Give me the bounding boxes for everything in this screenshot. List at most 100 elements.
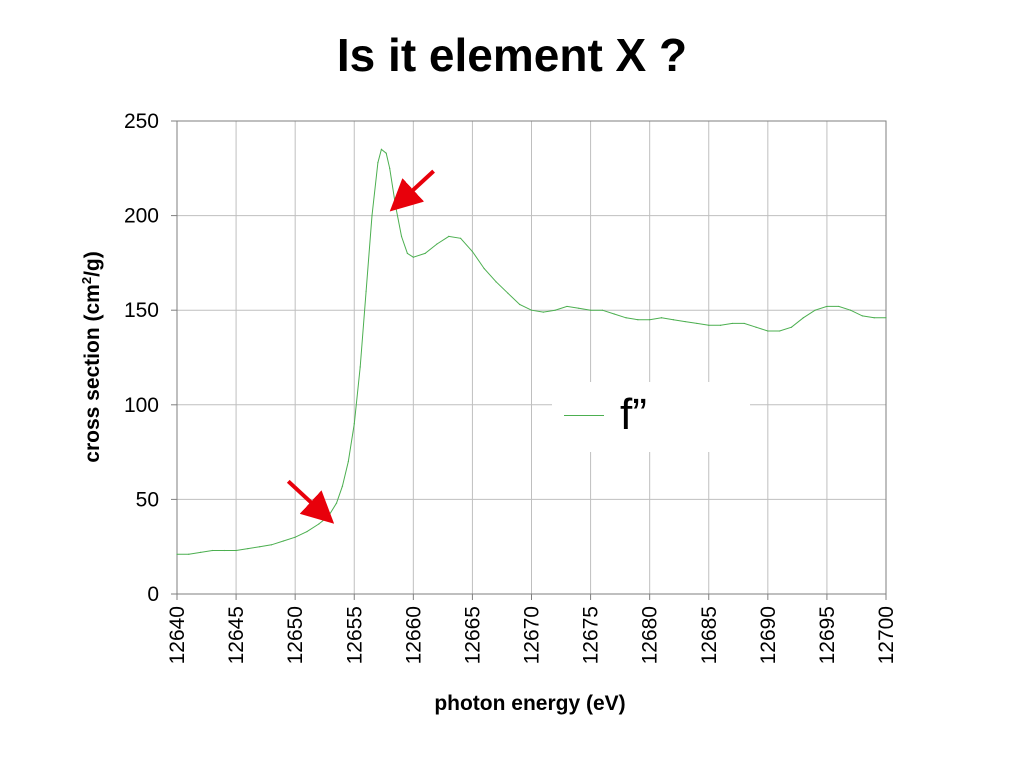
y-axis-label: cross section (cm2/g) [79,251,104,463]
data-point [380,148,383,150]
data-point [318,523,320,525]
data-point [460,237,462,239]
x-tick-label: 12655 [343,606,366,664]
data-point [176,553,178,555]
data-point [406,252,409,255]
data-point [385,152,387,154]
data-point [341,485,344,487]
y-tick-label: 150 [124,299,159,322]
data-point [790,326,793,328]
data-point [849,309,852,311]
x-tick-label: 12700 [875,606,898,664]
data-point [353,423,355,425]
x-axis-label: photon energy (eV) [434,692,626,715]
data-point [625,317,627,319]
x-tick-label: 12650 [284,606,307,664]
data-point [211,549,214,552]
grid [177,121,886,594]
data-point [672,319,674,321]
data-point [448,235,450,238]
data-point [708,324,710,326]
data-point [554,309,556,311]
series-layer [176,148,887,555]
data-point [347,460,349,463]
slide-title: Is it element X ? [336,29,688,81]
y-tick-label: 200 [124,205,159,228]
annotations [286,169,435,524]
data-point [247,547,249,550]
data-point [335,502,338,504]
data-point [660,317,663,319]
data-point [223,549,225,552]
data-point [802,317,804,319]
x-tick-label: 12665 [461,606,484,664]
legend-label: f” [620,390,647,439]
data-point [649,319,651,321]
y-tick-label: 50 [136,488,159,511]
data-point [371,215,373,217]
x-tick-label: 12645 [225,606,248,664]
data-point [365,290,367,292]
data-point [814,309,816,311]
data-point [495,281,497,283]
data-point [755,326,757,328]
data-point [637,319,639,321]
data-point [270,544,273,546]
data-point [601,309,604,311]
x-tick-label: 12695 [816,606,839,664]
data-point [235,549,237,552]
data-point [684,320,686,323]
data-point [589,309,592,311]
data-point [566,305,568,308]
x-tick-label: 12670 [521,606,544,664]
data-point [873,317,875,319]
data-point [282,540,284,542]
x-tick-label: 12660 [402,606,425,664]
data-point [483,267,485,270]
data-point [389,167,391,169]
x-tick-label: 12680 [639,606,662,664]
x-tick-label: 12690 [757,606,780,664]
data-point [306,530,308,533]
data-point [731,322,733,325]
data-point [377,162,379,164]
x-tick-label: 12685 [698,606,721,664]
data-point [885,317,887,319]
legend: f” [552,382,750,452]
axes [171,120,887,600]
y-tick-labels: 0 50 100 150 200 250 [124,110,159,606]
y-tick-label: 0 [147,583,159,606]
data-point [861,315,863,317]
data-point [719,324,722,326]
x-tick-labels: 12640 12645 12650 12655 12660 12665 12670 12675… [166,606,898,664]
data-point [188,553,190,555]
data-point [696,322,698,325]
x-tick-label: 12675 [580,606,603,664]
data-point [359,366,361,368]
data-point [530,309,533,311]
y-tick-label: 250 [124,110,159,133]
data-point [542,311,544,313]
data-point [259,546,261,548]
data-point [507,292,509,294]
data-point [613,313,615,315]
annotation-arrow [286,479,335,524]
data-point [200,551,202,553]
annotation-arrow [389,169,435,212]
data-point [743,322,745,325]
data-point [767,330,769,332]
data-point [519,303,521,306]
data-point [436,243,438,245]
data-point [412,256,414,258]
data-point [400,235,403,238]
data-point [779,330,781,332]
data-point [424,252,426,255]
legend-swatch [564,415,604,416]
data-point [826,305,828,308]
data-point [578,307,580,309]
x-tick-label: 12640 [166,606,189,664]
data-point [838,305,840,308]
y-tick-label: 100 [124,394,159,417]
data-point [471,250,474,253]
